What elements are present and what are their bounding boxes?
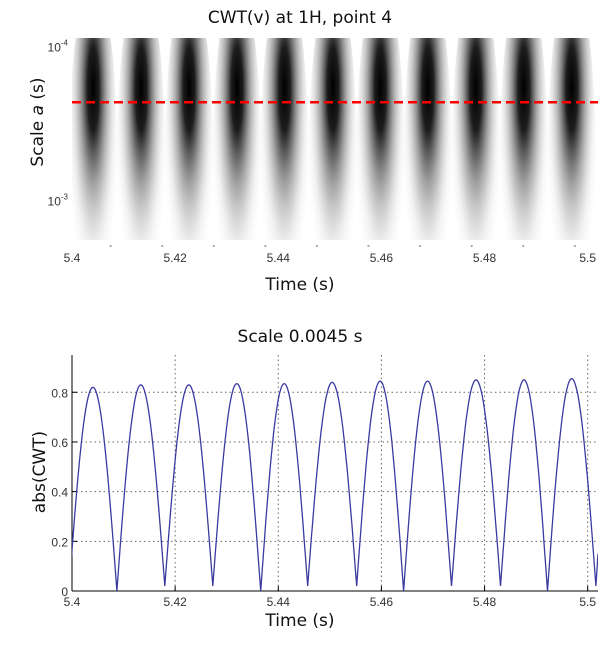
ytick-label: 0.2 [51,535,68,549]
ytick-label: 10-4 [48,39,69,55]
bottom-chart-title: Scale 0.0045 s [237,327,363,347]
ytick-label: 0.8 [51,386,68,400]
series-line-abs-cwt [72,377,598,591]
xtick-label: 5.4 [64,595,81,609]
ytick-label: 0 [61,585,68,599]
ytick-label: 0.4 [51,486,68,500]
heatmap-blob [403,38,452,240]
ytick-label: 0.6 [51,436,68,450]
xtick-label: 5.48 [473,595,497,609]
xtick-label: 5.42 [163,595,187,609]
xtick-label: 5.48 [473,251,497,265]
top-chart-xlabel: Time (s) [265,275,335,295]
xtick-label: 5.5 [579,251,596,265]
xtick-label: 5.46 [370,595,394,609]
xtick-label: 5.44 [267,251,291,265]
xtick-label: 5.44 [267,595,291,609]
xtick-label: 5.46 [370,251,394,265]
xtick-label: 5.5 [579,595,596,609]
heatmap-blob [213,38,262,240]
heatmap-blob [499,38,548,240]
heatmap-blob [308,38,357,240]
heatmap-blob [547,38,596,240]
ytick-label: 10-3 [48,193,69,209]
heatmap-blob [72,38,118,240]
heatmap-blob [451,38,500,240]
heatmap-blob [356,38,405,240]
heatmap-blob [260,38,309,240]
heatmap [72,38,596,240]
bottom-chart-xlabel: Time (s) [265,611,335,631]
xtick-label: 5.4 [64,251,81,265]
xtick-label: 5.42 [163,251,187,265]
heatmap-blob [165,38,214,240]
heatmap-blob [117,38,166,240]
top-chart-title: CWT(v) at 1H, point 4 [207,8,393,28]
